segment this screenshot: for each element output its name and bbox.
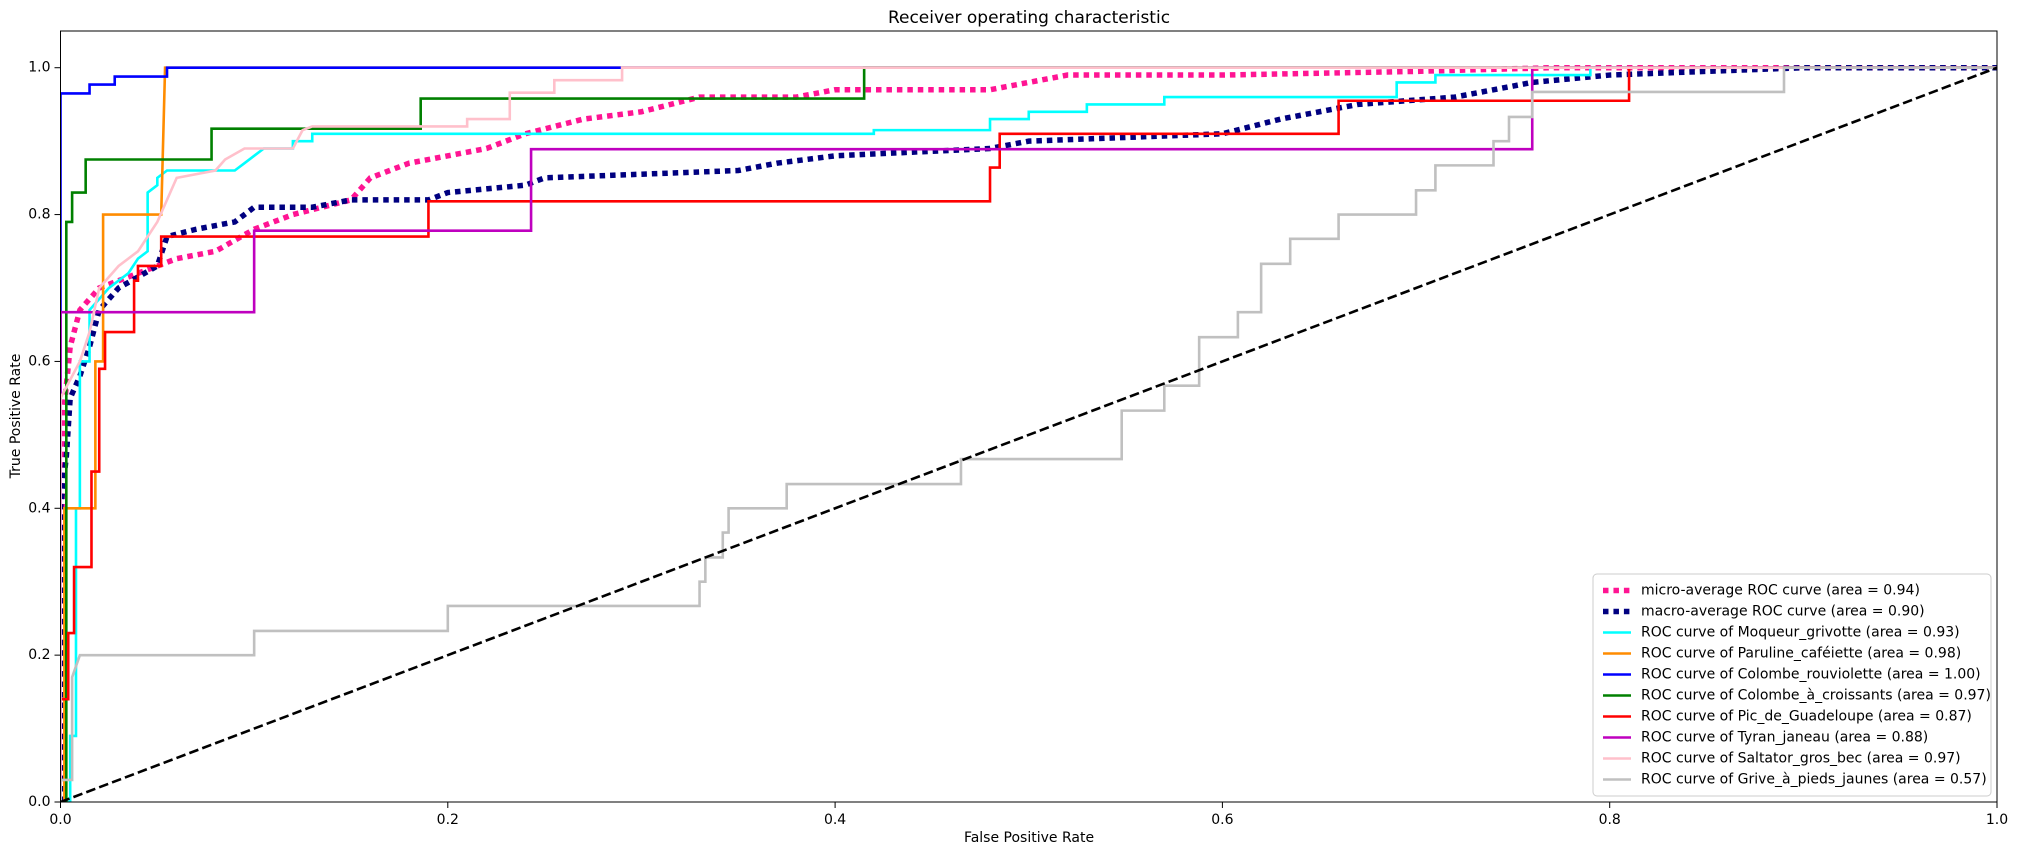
plot-frame <box>60 30 1998 803</box>
roc-curve <box>60 66 1997 802</box>
roc-curve <box>60 64 1997 802</box>
roc-curve <box>60 66 1997 802</box>
roc-curve <box>60 66 1997 802</box>
y-tick-label: 0.4 <box>28 500 50 516</box>
x-tick-label: 1.0 <box>1986 812 2008 828</box>
x-tick-label: 0.6 <box>1211 812 1233 828</box>
x-tick-label: 0.2 <box>437 812 459 828</box>
y-tick-label: 0.8 <box>28 207 50 223</box>
x-tick-label: 0.0 <box>49 812 71 828</box>
legend-label: ROC curve of Paruline_caféiette (area = … <box>1641 646 1961 662</box>
chart-title: Receiver operating characteristic <box>888 8 1170 28</box>
legend-label: micro-average ROC curve (area = 0.94) <box>1641 583 1920 599</box>
legend-label: ROC curve of Colombe_rouviolette (area =… <box>1641 667 1981 683</box>
roc-curve <box>60 66 1997 802</box>
reference-line <box>60 66 1997 802</box>
x-tick-label: 0.4 <box>824 812 846 828</box>
legend-label: ROC curve of Pic_de_Guadeloupe (area = 0… <box>1641 709 1972 725</box>
y-tick-label: 1.0 <box>28 60 50 76</box>
legend-label: ROC curve of Saltator_gros_bec (area = 0… <box>1641 751 1961 767</box>
y-axis-label: True Positive Rate <box>8 354 24 480</box>
y-tick-label: 0.0 <box>28 794 50 810</box>
legend-label: macro-average ROC curve (area = 0.90) <box>1641 604 1925 620</box>
legend-box <box>1592 573 1992 797</box>
legend-label: ROC curve of Moqueur_grivotte (area = 0.… <box>1641 625 1960 641</box>
y-tick-label: 0.2 <box>28 647 50 663</box>
legend-label: ROC curve of Tyran_janeau (area = 0.88) <box>1641 730 1928 746</box>
roc-curve <box>60 64 1997 802</box>
x-axis-label: False Positive Rate <box>964 830 1094 846</box>
legend-label: ROC curve of Grive_à_pieds_jaunes (area … <box>1641 772 1987 788</box>
roc-curve <box>60 66 1997 802</box>
x-tick-label: 0.8 <box>1599 812 1621 828</box>
y-tick-label: 0.6 <box>28 353 50 369</box>
legend-label: ROC curve of Colombe_à_croissants (area … <box>1641 688 1991 704</box>
roc-curve <box>60 66 1997 802</box>
